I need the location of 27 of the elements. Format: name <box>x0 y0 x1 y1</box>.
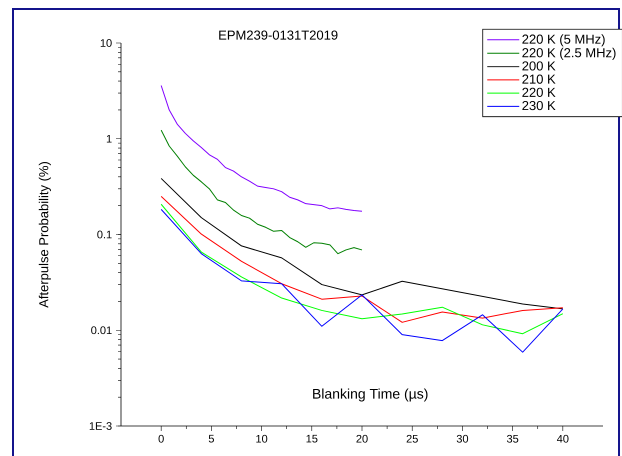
chart-title: EPM239-0131T2019 <box>219 30 338 40</box>
y-tick-label: 1 <box>106 134 112 143</box>
legend-label: 210 K <box>522 74 556 84</box>
legend-label: 220 K (5 MHz) <box>522 34 605 46</box>
y-tick-label: 10 <box>100 39 112 47</box>
x-tick-label: 35 <box>506 434 518 443</box>
x-tick-label: 10 <box>256 434 268 443</box>
x-axis-title: Blanking Time (µs) <box>313 388 428 402</box>
line-series <box>160 208 564 353</box>
legend-label: 220 K <box>522 88 556 97</box>
y-tick-label: 0.1 <box>97 230 112 238</box>
line-series <box>160 84 362 212</box>
x-tick-label: 40 <box>556 434 569 443</box>
x-tick-label: 0 <box>158 434 164 443</box>
x-tick-label: 30 <box>456 434 468 443</box>
x-tick-label: 25 <box>406 434 418 443</box>
x-tick-label: 15 <box>306 434 318 443</box>
legend-label: 230 K <box>522 100 556 110</box>
legend-label: 200 K <box>522 61 556 71</box>
legend-label: 220 K (2.5 MHz) <box>522 48 616 60</box>
line-series <box>160 130 362 254</box>
y-axis-title: Afterpulse Probability (%) <box>38 162 51 308</box>
x-tick-label: 5 <box>208 434 214 443</box>
line-series <box>160 178 564 310</box>
y-tick-label: 1E-3 <box>90 422 112 430</box>
x-tick-label: 20 <box>356 434 368 443</box>
y-tick-label: 0.01 <box>91 326 112 334</box>
